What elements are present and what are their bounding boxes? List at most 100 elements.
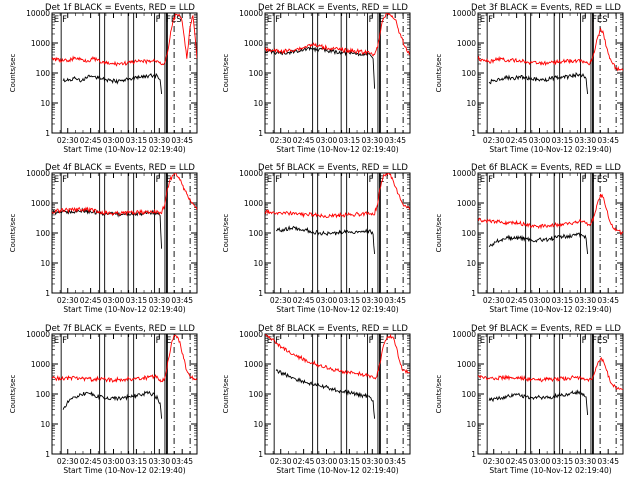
x-axis-label: Start Time (10-Nov-12 02:19:40) <box>63 305 185 314</box>
y-tick-label: 1 <box>45 129 50 138</box>
x-axis-label: Start Time (10-Nov-12 02:19:40) <box>276 145 398 154</box>
flag-marker-label: F <box>62 336 67 346</box>
panel-det-6: Det 6f BLACK = Events, RED = LLD Counts/s… <box>435 163 624 314</box>
panel-title: Det 7f BLACK = Events, RED = LLD <box>45 324 195 334</box>
flag-marker-label: F <box>369 336 374 346</box>
x-tick-label: 03:45 <box>384 296 406 305</box>
x-tick-label: 03:45 <box>384 457 406 466</box>
flag-marker-label: F <box>62 15 67 25</box>
series-line-events <box>275 368 376 419</box>
x-tick-label: 03:15 <box>552 136 574 145</box>
x-tick-label: 03:45 <box>384 136 406 145</box>
y-tick-label: 1 <box>258 289 263 298</box>
y-tick-label: 1 <box>471 289 476 298</box>
panel-det-8: Det 8f BLACK = Events, RED = LLD Counts/s… <box>222 324 411 475</box>
x-tick-label: 02:30 <box>270 457 292 466</box>
y-tick-label: 10000 <box>239 169 263 178</box>
y-tick-label: 1000 <box>31 39 50 48</box>
y-axis-label: Counts/sec <box>222 375 230 414</box>
x-tick-label: 02:30 <box>483 296 505 305</box>
x-tick-label: 02:45 <box>293 457 315 466</box>
flag-marker-label: E <box>166 175 171 185</box>
y-tick-label: 10000 <box>452 9 476 18</box>
y-tick-label: 10000 <box>452 330 476 339</box>
x-axis-label: Start Time (10-Nov-12 02:19:40) <box>489 466 611 475</box>
x-axis-label: Start Time (10-Nov-12 02:19:40) <box>63 145 185 154</box>
series-line-events <box>488 71 589 95</box>
x-tick-label: 03:30 <box>361 136 383 145</box>
x-tick-label: 03:30 <box>361 296 383 305</box>
x-tick-label: 02:45 <box>506 457 528 466</box>
flag-marker-label: F <box>582 15 587 25</box>
y-tick-label: 10 <box>253 99 263 108</box>
x-axis-label: Start Time (10-Nov-12 02:19:40) <box>276 305 398 314</box>
series-line-lld <box>265 13 410 57</box>
x-tick-label: 03:45 <box>171 296 193 305</box>
x-tick-label: 03:00 <box>316 457 338 466</box>
panel-det-2: Det 2f BLACK = Events, RED = LLD Counts/s… <box>222 3 411 154</box>
x-axis-label: Start Time (10-Nov-12 02:19:40) <box>63 466 185 475</box>
x-tick-label: 03:00 <box>103 136 125 145</box>
flag-marker-label: E <box>379 336 384 346</box>
flag-marker-label: F <box>275 336 280 346</box>
series-line-events <box>62 390 163 419</box>
plot-frame <box>264 12 411 134</box>
flag-marker-label: FES <box>592 15 608 25</box>
x-tick-label: 03:45 <box>597 296 619 305</box>
flag-marker-label: E <box>54 175 59 185</box>
x-tick-label: 03:30 <box>361 457 383 466</box>
y-axis-label: Counts/sec <box>9 214 17 253</box>
series-line-lld <box>478 27 623 72</box>
flag-marker-label: E <box>54 15 59 25</box>
flag-marker-label: F <box>369 175 374 185</box>
x-axis-label: Start Time (10-Nov-12 02:19:40) <box>489 145 611 154</box>
x-tick-label: 03:00 <box>316 136 338 145</box>
y-tick-label: 10000 <box>452 169 476 178</box>
y-tick-label: 100 <box>36 69 51 78</box>
panel-title: Det 9f BLACK = Events, RED = LLD <box>471 324 621 334</box>
y-tick-label: 10 <box>466 420 476 429</box>
flag-marker-label: E <box>166 336 171 346</box>
y-axis-label: Counts/sec <box>222 54 230 93</box>
x-tick-label: 03:30 <box>148 457 170 466</box>
y-tick-label: 1000 <box>31 360 50 369</box>
y-tick-label: 100 <box>36 229 51 238</box>
x-tick-label: 02:30 <box>483 136 505 145</box>
flag-marker-label: F <box>62 175 67 185</box>
y-tick-label: 10000 <box>26 169 50 178</box>
panel-title: Det 6f BLACK = Events, RED = LLD <box>471 163 621 173</box>
x-tick-label: 03:15 <box>339 136 361 145</box>
y-tick-label: 100 <box>462 69 477 78</box>
y-tick-label: 1 <box>258 450 263 459</box>
y-tick-label: 10 <box>40 99 50 108</box>
flag-marker-label: F <box>156 15 161 25</box>
series-line-events <box>276 225 376 255</box>
flag-marker-label: F <box>156 336 161 346</box>
x-tick-label: 03:45 <box>171 457 193 466</box>
x-tick-label: 03:45 <box>171 136 193 145</box>
x-tick-label: 03:15 <box>339 296 361 305</box>
panel-det-4: Det 4f BLACK = Events, RED = LLD Counts/s… <box>9 163 198 314</box>
x-tick-label: 02:45 <box>80 457 102 466</box>
series-line-lld <box>52 173 197 217</box>
y-tick-label: 1000 <box>457 39 476 48</box>
series-line-lld <box>478 193 623 235</box>
y-tick-label: 1000 <box>244 39 263 48</box>
y-tick-label: 10000 <box>239 9 263 18</box>
x-tick-label: 03:00 <box>529 457 551 466</box>
series-line-lld <box>478 356 623 391</box>
x-axis-label: Start Time (10-Nov-12 02:19:40) <box>276 466 398 475</box>
y-tick-label: 1000 <box>457 360 476 369</box>
y-tick-label: 10 <box>253 420 263 429</box>
y-tick-label: 10 <box>40 259 50 268</box>
flag-marker-label: F <box>488 15 493 25</box>
y-tick-label: 1 <box>45 450 50 459</box>
y-tick-label: 100 <box>462 390 477 399</box>
panel-title: Det 1f BLACK = Events, RED = LLD <box>45 3 195 13</box>
series-line-events <box>52 207 163 249</box>
x-tick-label: 03:00 <box>529 296 551 305</box>
flag-marker-label: E <box>480 175 485 185</box>
x-tick-label: 03:30 <box>574 457 596 466</box>
x-tick-label: 02:30 <box>57 136 79 145</box>
y-tick-label: 1000 <box>457 199 476 208</box>
